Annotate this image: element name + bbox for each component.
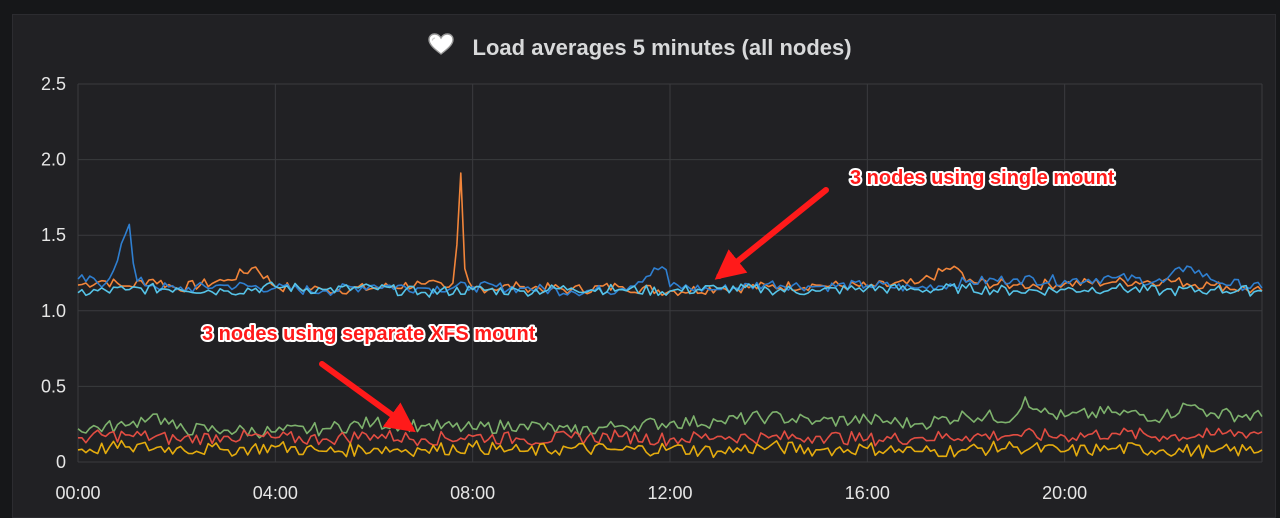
- x-tick-label: 12:00: [647, 483, 692, 503]
- heart-icon: [428, 33, 455, 63]
- x-tick-label: 20:00: [1042, 483, 1087, 503]
- y-tick-label: 2.0: [41, 150, 66, 170]
- x-tick-label: 08:00: [450, 483, 495, 503]
- panel-title[interactable]: Load averages 5 minutes (all nodes): [0, 32, 1280, 63]
- annotations-group: 3 nodes using single mount 3 nodes using …: [200, 165, 1117, 433]
- series-line: [77, 439, 1263, 459]
- y-tick-label: 1.0: [41, 301, 66, 321]
- series-line: [77, 223, 1263, 297]
- x-tick-label: 16:00: [845, 483, 890, 503]
- series-line: [78, 427, 1263, 447]
- y-tick-label: 0.5: [41, 376, 66, 396]
- x-axis-ticks: 00:00 04:00 08:00 12:00 16:00 20:00: [55, 483, 1087, 503]
- x-tick-label: 04:00: [253, 483, 298, 503]
- x-tick-label: 00:00: [55, 483, 100, 503]
- y-axis-ticks: 2.5 2.0 1.5 1.0 0.5 0: [41, 74, 66, 472]
- series-line: [77, 396, 1263, 439]
- series-line: [77, 281, 1263, 298]
- y-tick-label: 0: [56, 452, 66, 472]
- grid-lines: [77, 83, 1263, 463]
- annotation-arrow: [319, 361, 416, 433]
- y-tick-label: 1.5: [41, 225, 66, 245]
- chart-panel: [12, 14, 1276, 518]
- annotation-label: 3 nodes using separate XFS mount: [202, 323, 536, 345]
- annotation-arrow: [714, 187, 829, 280]
- chart-title: Load averages 5 minutes (all nodes): [472, 35, 852, 61]
- annotation-label: 3 nodes using single mount: [850, 167, 1115, 189]
- series-group: [77, 172, 1263, 459]
- y-tick-label: 2.5: [41, 74, 66, 94]
